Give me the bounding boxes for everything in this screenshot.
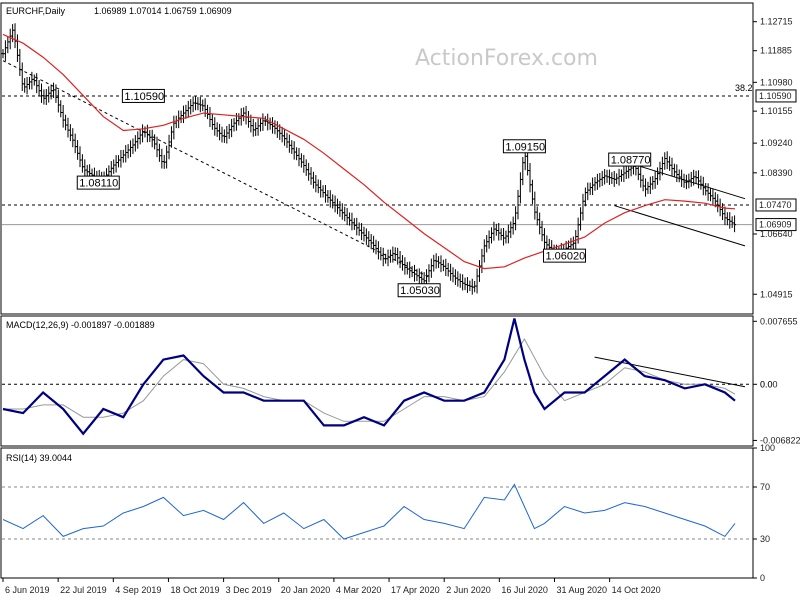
price-panel-frame [0,2,754,315]
y-tick-label: 1.08390 [760,168,793,178]
swing-label: 1.08770 [611,155,651,167]
price-header-symbol: EURCHF,Daily [6,6,66,16]
swing-label: 1.08110 [79,178,118,190]
y-tick-label: 1.10980 [760,77,793,87]
y-tick-label: 1.06640 [760,229,793,239]
swing-label: 1.05030 [400,285,440,297]
watermark: ActionForex.com [415,46,598,71]
x-tick-label: 31 Aug 2020 [556,585,607,595]
x-tick-label: 14 Oct 2020 [612,585,661,595]
level-value-box [755,89,797,103]
price-header-ohlc: 1.06989 1.07014 1.06759 1.06909 [94,6,232,16]
swing-label: 1.06020 [546,251,586,263]
swing-label-box [121,88,165,103]
price-y-axis: 1.12715 1.11885 1.10980 1.10155 1.09240 1.083… [753,17,793,299]
macd-header: MACD(12,26,9) -0.001897 -0.001889 [6,320,155,330]
macd-panel-frame [0,315,754,447]
macd-zero-line: 0.00 [2,379,778,389]
swing-label: 1.09150 [505,141,545,153]
y-tick-label: 1.09240 [760,138,793,148]
trendline [614,205,746,247]
swing-label-box [76,175,120,190]
x-tick-label: 22 Jul 2019 [60,585,107,595]
swing-label: 1.10590 [124,91,164,103]
macd-y-axis: 0.007655 0.0 -0.006822 [753,316,800,445]
x-tick-label: 20 Jan 2020 [281,585,331,595]
y-tick-label: 0 [760,573,765,583]
y-tick-label: 1.12715 [760,17,793,27]
y-tick-label: -0.006822 [760,435,800,445]
rsi-y-axis: 100 70 30 0 [753,443,775,583]
price-panel: ActionForex.com 1.10590 38.2 1.07470 1.0690… [0,2,797,315]
rsi-panel-frame [0,447,754,579]
x-tick-label: 17 Apr 2020 [391,585,440,595]
y-tick-label: 1.04915 [760,289,793,299]
y-tick-label: 0.0 [760,379,773,389]
date-axis: 6 Jun 2019 22 Jul 2019 4 Sep 2019 18 Oct 20… [2,578,661,595]
level-value-label: 0.00 [760,379,778,389]
level-value-label: 1.06909 [759,220,792,230]
y-tick-label: 1.11885 [760,46,792,56]
y-tick-label: 70 [760,482,770,492]
x-tick-label: 2 Jun 2020 [446,585,491,595]
trendline [594,356,746,388]
x-tick-label: 18 Oct 2019 [170,585,219,595]
x-tick-label: 16 Jul 2020 [501,585,548,595]
x-tick-label: 4 Mar 2020 [336,585,382,595]
x-tick-label: 3 Dec 2019 [226,585,272,595]
level-value-label: 1.10590 [759,91,792,101]
x-tick-label: 4 Sep 2019 [115,585,161,595]
y-tick-label: 100 [760,443,775,453]
moving-average-line [2,33,736,270]
rsi-header: RSI(14) 39.0044 [6,453,72,463]
level-value-box [755,198,797,212]
y-tick-label: 0.007655 [760,316,798,326]
swing-label-box [608,152,652,167]
trendline [2,60,430,278]
rsi-levels [2,486,752,540]
price-annotations: 1.10590 1.08110 1.05030 1.09150 1.06020 1.087… [76,88,652,298]
macd-line [2,318,736,436]
macd-panel: 0.00 0.007655 0.0 -0.006822 MACD(12,26,9) … [0,315,800,447]
x-tick-label: 6 Jun 2019 [5,585,50,595]
fib-level-label: 38.2 [735,83,753,93]
swing-label-box [543,248,587,263]
price-horizontal-levels: 1.10590 38.2 1.07470 1.06909 [2,83,797,232]
macd-trendline [594,356,746,388]
y-tick-label: 1.10155 [760,106,793,116]
level-value-box [755,218,797,232]
price-bars [1,23,737,295]
swing-label-box [397,283,441,298]
swing-label-box [502,139,546,154]
level-value-label: 1.07470 [759,200,792,210]
y-tick-label: 30 [760,534,770,544]
rsi-line [2,483,736,540]
rsi-panel: 100 70 30 0 RSI(14) 39.0044 [0,443,775,583]
